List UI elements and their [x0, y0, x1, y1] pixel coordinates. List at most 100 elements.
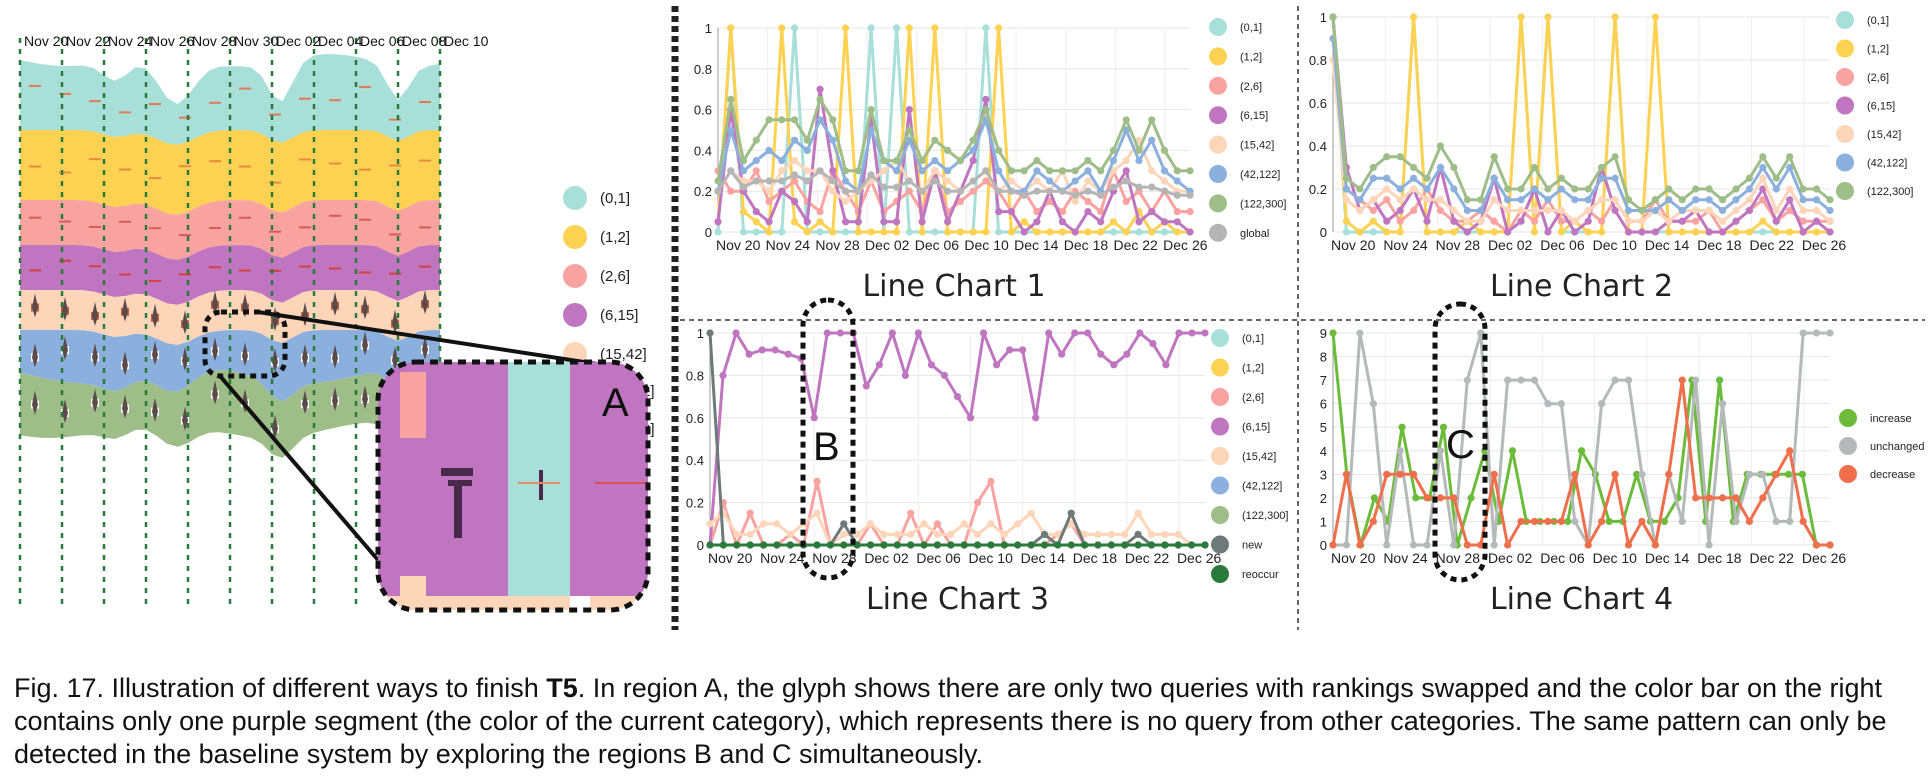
x-tick-label: Dec 10 [1593, 550, 1638, 566]
series-point [1732, 228, 1740, 236]
series-point [995, 187, 1003, 195]
series-point [1201, 541, 1209, 549]
series-point [1745, 517, 1754, 526]
date-tick-label: Nov 24 [108, 33, 153, 49]
series-point [947, 530, 955, 539]
rank-glyph [32, 293, 38, 318]
series-point [790, 24, 799, 32]
series-point [1812, 541, 1821, 549]
series-point [1692, 206, 1700, 215]
series-point [1369, 517, 1377, 526]
series-point [816, 167, 824, 175]
rank-glyph [332, 386, 338, 411]
series-point [1584, 541, 1592, 549]
rank-glyph [92, 343, 98, 368]
series-point [1624, 228, 1633, 236]
legend-label: new [1242, 540, 1262, 552]
series-point [1598, 196, 1606, 204]
series-point [1148, 136, 1156, 144]
series-point [1122, 197, 1130, 205]
series-point [1651, 206, 1659, 215]
series-point [1544, 185, 1552, 193]
series-point [1149, 340, 1157, 348]
series-point [901, 371, 909, 379]
series-point [746, 541, 754, 549]
series-point [1097, 191, 1105, 199]
series-point [1759, 153, 1767, 161]
series-point [1412, 494, 1420, 502]
series-point [1186, 191, 1194, 199]
series-point [1027, 541, 1035, 549]
x-tick-label: Dec 18 [1697, 237, 1742, 253]
series-point [867, 24, 875, 32]
series-point [854, 187, 862, 195]
legend-label: (0,1] [1242, 333, 1264, 345]
series-point [803, 228, 811, 236]
series-point [1678, 196, 1686, 204]
series-point [1383, 217, 1391, 225]
series-point [995, 228, 1003, 236]
series-point [1147, 530, 1156, 539]
series-point [727, 95, 735, 103]
series-point [1369, 174, 1377, 182]
series-point [1450, 494, 1458, 502]
series-point [1097, 208, 1105, 216]
series-point [944, 187, 952, 195]
series-point [1396, 153, 1404, 161]
legend-swatch [1211, 417, 1229, 436]
series-point [1557, 400, 1565, 408]
series-point [1490, 228, 1498, 236]
series-point [867, 106, 875, 114]
series-point [918, 157, 926, 165]
rank-glyph [272, 306, 278, 331]
series-point [931, 24, 939, 32]
series-point [973, 530, 982, 539]
series-point [773, 541, 781, 549]
series-point [960, 541, 968, 549]
series-point [969, 177, 977, 185]
series-point [1121, 541, 1129, 549]
series-point [1477, 196, 1485, 204]
series-point [1557, 228, 1565, 236]
series-point [1148, 228, 1156, 236]
y-tick-label: 0.4 [686, 453, 704, 468]
series-point [790, 116, 799, 124]
series-point [1369, 400, 1377, 408]
series-point [773, 520, 781, 528]
series-point [893, 530, 901, 539]
series-point [1020, 218, 1028, 226]
legend-swatch [1836, 68, 1854, 86]
series-point [1396, 470, 1404, 478]
series-point [1490, 174, 1498, 182]
series-point [1109, 218, 1118, 226]
series-point [1504, 185, 1512, 193]
series-point [1732, 206, 1740, 215]
series-point [1033, 208, 1041, 216]
x-tick-label: Dec 22 [1113, 237, 1158, 253]
figure-caption: Fig. 17. Illustration of different ways … [14, 672, 1914, 771]
series-point [867, 228, 875, 236]
rank-glyph [62, 399, 68, 424]
series-point [790, 136, 799, 144]
series-point [829, 177, 837, 185]
series-point [829, 167, 837, 175]
series-point [1718, 206, 1727, 215]
date-tick-label: Dec 08 [402, 33, 447, 49]
series-point [1571, 196, 1579, 204]
legend-label: global [1240, 228, 1269, 240]
legend-label: (122,300] [1240, 198, 1286, 210]
series-point [1665, 470, 1673, 478]
series-point [995, 208, 1003, 216]
series-point [1097, 228, 1105, 236]
series-point [1020, 228, 1028, 236]
legend-label: (42,122] [1240, 169, 1280, 181]
series-point [1598, 400, 1606, 408]
rank-glyph [362, 295, 368, 320]
series-point [790, 177, 799, 185]
legend-label: decrease [1870, 469, 1915, 481]
series-point [1759, 174, 1767, 182]
series-point [727, 24, 735, 32]
legend-swatch [1839, 465, 1857, 483]
series-point [765, 146, 773, 154]
series-point [752, 167, 760, 175]
